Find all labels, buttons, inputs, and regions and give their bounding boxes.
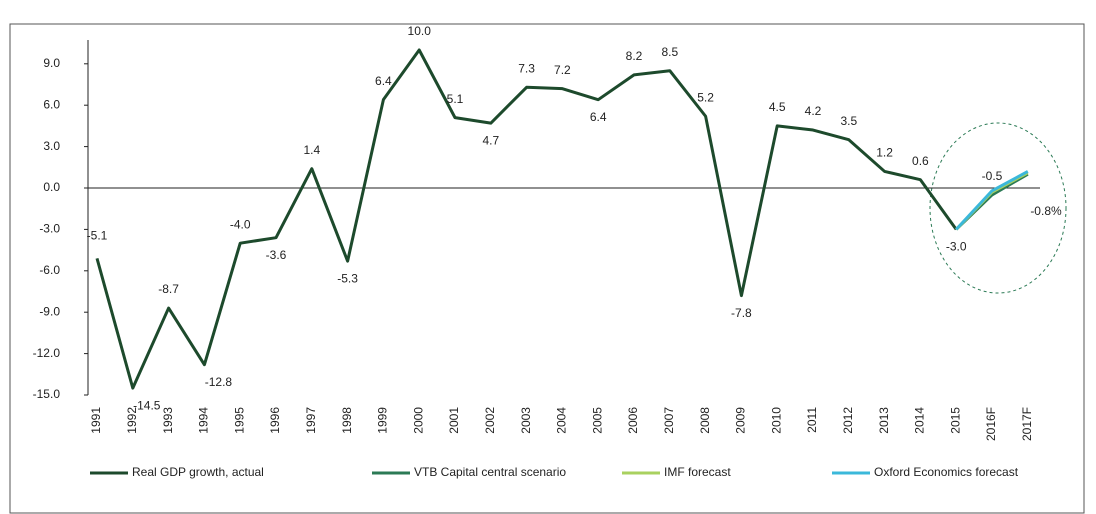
x-tick-label: 2007 [662,407,676,434]
data-label: 0.6 [912,154,929,168]
x-tick-label: 1991 [89,407,103,434]
legend-label: IMF forecast [664,465,731,479]
legend-label: VTB Capital central scenario [414,465,566,479]
y-tick-label: 0.0 [43,180,60,194]
y-tick-label: -9.0 [39,304,60,318]
data-label: 6.4 [375,74,392,88]
x-tick-label: 2017F [1020,407,1034,441]
x-tick-label: 1997 [304,407,318,434]
legend-label: Oxford Economics forecast [874,465,1019,479]
x-tick-label: 2001 [447,407,461,434]
data-label: 8.2 [626,49,643,63]
annotation: -0.8% [1030,204,1062,218]
x-tick-label: 2009 [734,407,748,434]
x-tick-label: 2005 [590,407,604,434]
x-tick-label: 2011 [805,407,819,433]
data-label: 5.1 [447,92,464,106]
y-tick-label: 9.0 [43,56,60,70]
data-label: 7.2 [554,63,571,77]
x-tick-label: 2016F [984,407,998,441]
x-tick-label: 2014 [913,407,927,434]
data-label: 5.2 [697,90,714,104]
data-label: 1.4 [303,143,320,157]
forecast-circle [929,122,1067,294]
y-tick-label: -12.0 [33,346,61,360]
data-label: -3.0 [946,240,967,254]
y-tick-label: 6.0 [43,97,60,111]
data-label: 7.3 [518,61,535,75]
x-tick-label: 1999 [376,407,390,434]
x-tick-label: 2008 [698,407,712,434]
data-label: -12.8 [205,375,233,389]
data-label: -5.1 [87,229,108,243]
x-tick-label: 1994 [197,407,211,434]
legend-label: Real GDP growth, actual [132,465,264,479]
y-tick-label: -3.0 [39,222,60,236]
data-label: -5.3 [337,271,358,285]
data-label: 6.4 [590,110,607,124]
x-tick-label: 2006 [626,407,640,434]
x-tick-label: 2010 [769,407,783,434]
data-label: -8.7 [158,282,179,296]
data-label: -7.8 [731,306,752,320]
data-label: 8.5 [661,45,678,59]
x-tick-label: 2004 [555,407,569,434]
data-label: 10.0 [408,24,432,38]
x-tick-label: 1992 [125,407,139,434]
data-label: -14.5 [133,398,161,412]
series-line [95,48,958,390]
x-tick-label: 1996 [268,407,282,434]
data-label: -4.0 [230,217,251,231]
data-label: 4.2 [805,104,822,118]
data-label: 1.2 [876,146,893,160]
x-tick-label: 2003 [519,407,533,434]
y-tick-label: -6.0 [39,263,60,277]
x-tick-label: 2012 [841,407,855,434]
x-tick-label: 2013 [877,407,891,434]
x-tick-label: 2002 [483,407,497,434]
y-tick-label: -15.0 [33,387,61,401]
x-tick-label: 1995 [232,407,246,434]
data-label: -0.5 [982,169,1003,183]
series-line [955,170,1029,231]
data-label: -3.6 [266,248,287,262]
x-tick-label: 2000 [411,407,425,434]
x-tick-label: 1993 [161,407,175,434]
x-tick-label: 2015 [948,407,962,434]
x-tick-label: 1998 [340,407,354,434]
data-label: 3.5 [840,114,857,128]
data-label: 4.5 [769,100,786,114]
frame [9,23,1085,514]
data-label: 4.7 [482,133,499,147]
y-tick-label: 3.0 [43,139,60,153]
